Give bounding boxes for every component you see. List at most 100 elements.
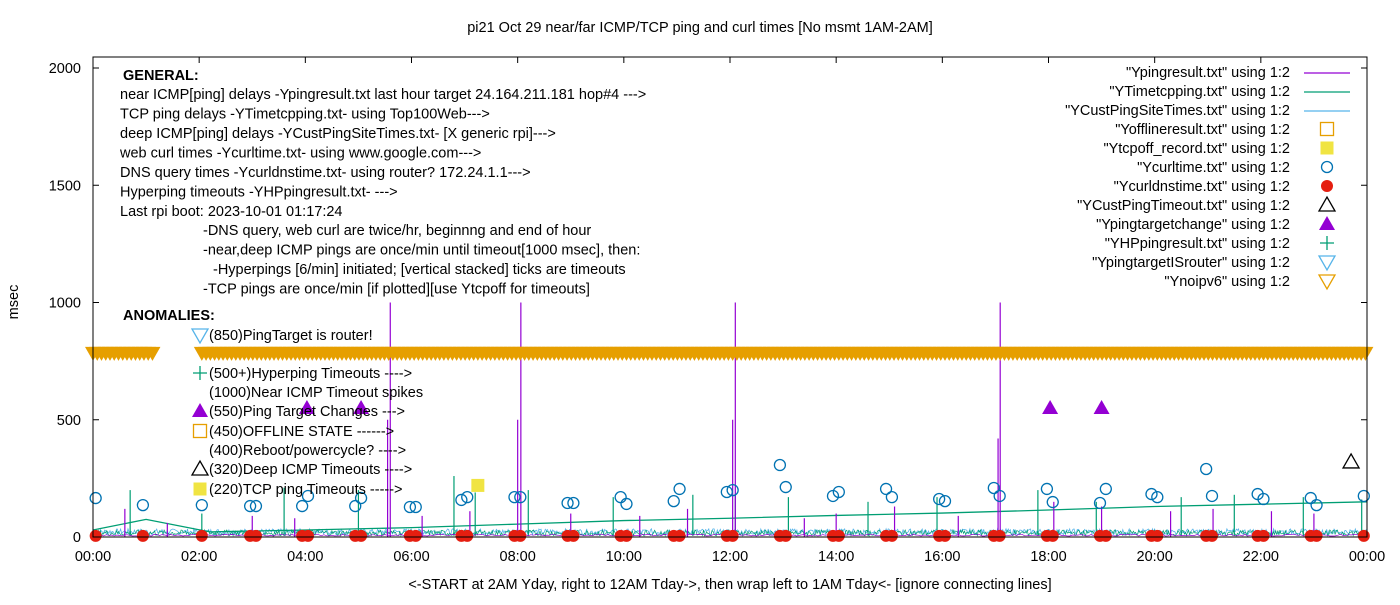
- legend-marker-hyperping: [1320, 236, 1334, 250]
- targetchange-point: [298, 400, 315, 415]
- legend-label: "Ycurldnstime.txt" using 1:2: [1114, 179, 1290, 195]
- y-tick-label: 2000: [49, 61, 81, 77]
- curl-point: [1145, 487, 1158, 501]
- curl-point: [993, 489, 1006, 503]
- curl-point: [455, 493, 468, 507]
- curl-point: [1046, 495, 1059, 509]
- legend-marker-custtimeout: [1317, 195, 1337, 212]
- legend-label: "Ypingresult.txt" using 1:2: [1126, 65, 1290, 81]
- curl-point: [89, 491, 102, 505]
- curl-point: [461, 490, 474, 504]
- dns-point: [136, 529, 149, 542]
- dns-point: [1357, 529, 1370, 542]
- x-tick-label: 22:00: [1243, 549, 1279, 565]
- curl-point: [243, 499, 257, 513]
- anomaly-marker-offline: [192, 423, 208, 439]
- legend-label: "Yofflineresult.txt" using 1:2: [1115, 122, 1290, 138]
- general-line: Hyperping timeouts -YHPpingresult.txt- -…: [120, 185, 398, 201]
- anomaly-label: (400)Reboot/powercycle? ---->: [209, 443, 406, 459]
- legend-label: "YCustPingSiteTimes.txt" using 1:2: [1065, 103, 1290, 119]
- dns-point: [567, 529, 580, 542]
- curl-point: [667, 494, 680, 508]
- general-line: TCP ping delays -YTimetcpping.txt- using…: [120, 107, 490, 123]
- curl-point: [1357, 489, 1370, 503]
- y-tick-label: 500: [57, 413, 81, 429]
- x-tick-label: 06:00: [393, 549, 429, 565]
- legend-label: "YCustPingTimeout.txt" using 1:2: [1077, 198, 1290, 214]
- curl-point: [1099, 482, 1112, 496]
- y-axis-label: msec: [6, 285, 22, 320]
- curl-point: [403, 500, 417, 514]
- y-tick-label: 0: [73, 530, 81, 546]
- general-line: Last rpi boot: 2023-10-01 01:17:24: [120, 204, 343, 220]
- curl-point: [567, 496, 580, 510]
- x-tick-label: 14:00: [818, 549, 854, 565]
- dns-point: [885, 529, 898, 542]
- dns-point: [1257, 529, 1270, 542]
- x-tick-label: 10:00: [606, 549, 642, 565]
- curl-point: [620, 497, 633, 511]
- noipv6-point: [1357, 346, 1374, 361]
- curl-point: [514, 490, 527, 504]
- dns-point: [1099, 529, 1112, 542]
- targetchange-point: [1042, 400, 1059, 415]
- legend-marker-isrouter: [1317, 255, 1337, 272]
- anomaly-marker-isrouter: [190, 328, 210, 345]
- dns-point: [355, 529, 368, 542]
- x-tick-label: 12:00: [712, 549, 748, 565]
- curl-point: [1257, 492, 1270, 506]
- tcpoff-point: [471, 478, 485, 492]
- x-tick-label: 04:00: [287, 549, 323, 565]
- legend-marker-targetchange: [1319, 216, 1335, 230]
- dns-point: [249, 529, 262, 542]
- general-note: -Hyperpings [6/min] initiated; [vertical…: [213, 262, 626, 278]
- dns-point: [461, 529, 474, 542]
- anomaly-label: (850)PingTarget is router!: [209, 328, 373, 344]
- legend-marker-noipv6: [1317, 274, 1337, 291]
- x-axis-label: <-START at 2AM Yday, right to 12AM Tday-…: [408, 577, 1051, 593]
- dns-point: [993, 529, 1006, 542]
- general-line: web curl times -Ycurltime.txt- using www…: [119, 146, 481, 162]
- dns-point: [514, 529, 527, 542]
- anomaly-marker-custtimeout: [190, 459, 210, 476]
- legend-label: "Ynoipv6" using 1:2: [1164, 274, 1290, 290]
- anomaly-marker-targetchange: [192, 403, 208, 417]
- curl-point: [561, 496, 574, 510]
- dns-point: [673, 529, 686, 542]
- general-line: DNS query times -Ycurldnstime.txt- using…: [120, 165, 531, 181]
- noipv6-point: [144, 346, 161, 361]
- dns-point: [1151, 529, 1164, 542]
- curl-point: [1093, 496, 1107, 510]
- general-line: near ICMP[ping] delays -Ypingresult.txt …: [120, 87, 646, 103]
- anomaly-marker-hyperping: [193, 366, 207, 380]
- plot-border: [92, 56, 1368, 538]
- general-line: deep ICMP[ping] delays -YCustPingSiteTim…: [120, 126, 556, 142]
- curl-point: [1200, 462, 1213, 476]
- x-tick-label: 08:00: [500, 549, 536, 565]
- curl-point: [932, 492, 946, 506]
- dns-point: [1046, 529, 1059, 542]
- curl-point: [832, 485, 845, 499]
- legend-marker-dns: [1321, 180, 1333, 192]
- curl-point: [301, 489, 315, 503]
- dns-point: [301, 529, 314, 542]
- x-tick-label: 00:00: [75, 549, 111, 565]
- curl-point: [720, 485, 733, 499]
- dns-point: [1205, 529, 1218, 542]
- plot-area: [85, 302, 1374, 542]
- general-note: -TCP pings are once/min [if plotted][use…: [203, 282, 590, 298]
- curl-point: [773, 458, 787, 472]
- anomaly-label: (1000)Near ICMP Timeout spikes: [209, 385, 423, 401]
- dns-point: [620, 529, 633, 542]
- anomalies-heading: ANOMALIES:: [123, 308, 215, 324]
- anomalies-notes: ANOMALIES: (850)PingTarget is router! (500…: [123, 308, 423, 498]
- y-tick-label: 1000: [49, 296, 81, 312]
- chart-title: pi21 Oct 29 near/far ICMP/TCP ping and c…: [467, 20, 933, 36]
- x-tick-label: 00:00: [1349, 549, 1385, 565]
- curl-point: [195, 498, 208, 512]
- curl-point: [1205, 489, 1219, 503]
- legend-marker-tcpoff: [1320, 141, 1334, 155]
- curl-point: [1040, 482, 1054, 496]
- curl-point: [295, 499, 309, 513]
